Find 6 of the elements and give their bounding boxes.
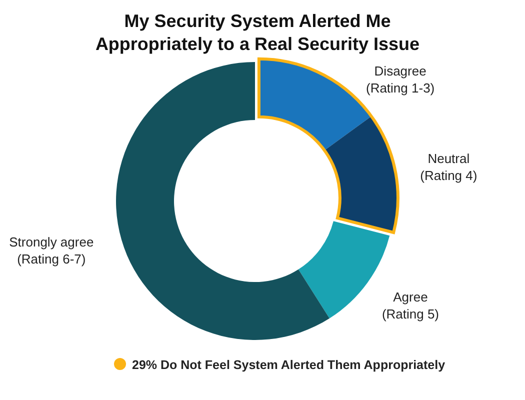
chart-title: My Security System Alerted Me Appropriately to a Real Security Issue bbox=[95, 11, 420, 54]
slice-label: Strongly agree (Rating 6-7) bbox=[9, 234, 94, 266]
slice-label: Disagree (Rating 1-3) bbox=[366, 64, 435, 96]
slice-label: Neutral (Rating 4) bbox=[420, 150, 478, 183]
text: 29% Do Not Feel System Alerted Them Appropriately bbox=[132, 358, 446, 372]
slice-label: Agree (Rating 5) bbox=[382, 290, 440, 322]
